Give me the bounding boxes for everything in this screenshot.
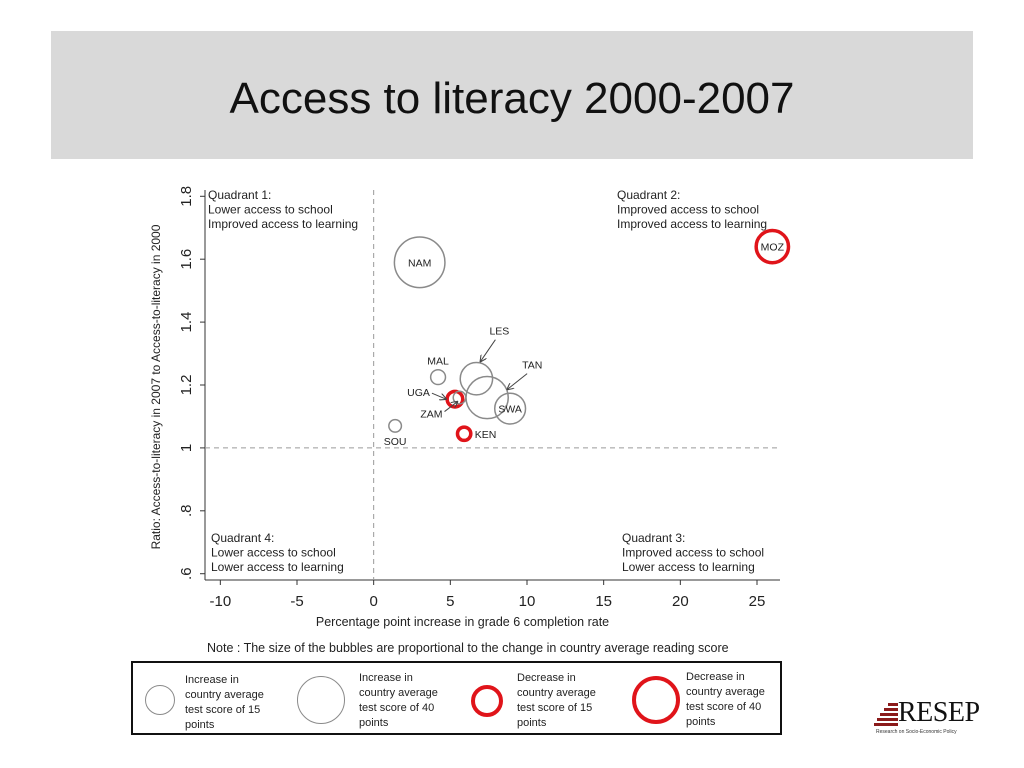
x-tick-label: 25 xyxy=(749,593,766,610)
legend-circle-increase-15 xyxy=(145,685,175,715)
bubble-label-nam: NAM xyxy=(408,257,431,269)
bubble-mal xyxy=(429,368,447,386)
quadrant-label-line: Lower access to school xyxy=(208,203,333,217)
x-axis-title: Percentage point increase in grade 6 com… xyxy=(316,615,609,629)
bubble-label-zam: ZAM xyxy=(420,409,442,421)
quadrant-labels: Quadrant 1:Lower access to schoolImprove… xyxy=(208,188,767,574)
legend-text-decrease-15: Decrease in country average test score o… xyxy=(517,672,596,729)
y-tick-label: 1.4 xyxy=(178,312,195,333)
bubble-les xyxy=(459,361,494,396)
bubble-nam xyxy=(393,236,446,289)
legend-text-increase-40: Increase in country average test score o… xyxy=(359,672,438,729)
country-labels: NAM MOZ MAL LES TAN SWA UGA ZAM SOU KEN xyxy=(384,242,785,449)
logo-wordmark: RESEP xyxy=(898,697,980,728)
x-tick-label: -5 xyxy=(290,593,303,610)
quadrant-label-line: Lower access to school xyxy=(211,546,336,560)
bubble-pointer-les xyxy=(480,339,496,362)
bubble-sou xyxy=(388,418,403,433)
y-tick-label: 1 xyxy=(178,444,195,452)
quadrant-label-line: Lower access to learning xyxy=(211,560,344,574)
x-tick-label: -10 xyxy=(209,593,231,610)
bubble-pointer-tan xyxy=(507,373,528,390)
quadrant-label-line: Quadrant 3: xyxy=(622,531,685,545)
bubble-chart: -10 -5 0 5 10 15 20 25 .6 .8 1 1.2 1.4 1.6 1.8 Percenta… xyxy=(149,186,791,655)
logo-tagline: Research on Socio-Economic Policy xyxy=(876,729,957,735)
y-tick-label: .8 xyxy=(178,505,195,518)
quadrant-label-line: Quadrant 4: xyxy=(211,531,274,545)
bubble-zam xyxy=(452,390,467,405)
quadrant-label-line: Lower access to learning xyxy=(622,560,755,574)
bubble-pointer-zam xyxy=(444,402,458,412)
legend-circle-increase-40 xyxy=(297,676,345,724)
y-tick-label: 1.2 xyxy=(178,375,195,396)
x-tick-label: 0 xyxy=(369,593,377,610)
quadrant-label-line: Improved access to learning xyxy=(617,217,767,231)
bubble-pointer-uga xyxy=(431,392,446,399)
bubble-size-legend: Increase in country average test score o… xyxy=(131,661,782,735)
page-title: Access to literacy 2000-2007 xyxy=(229,74,795,123)
chart-note: Note : The size of the bubbles are propo… xyxy=(207,641,729,655)
bubble-label-moz: MOZ xyxy=(761,242,785,254)
quadrant-label-line: Quadrant 1: xyxy=(208,188,271,202)
logo-staircase-mark xyxy=(874,703,898,726)
x-tick-label: 20 xyxy=(672,593,689,610)
resep-logo: RESEP Research on Socio-Economic Policy xyxy=(874,697,986,740)
legend-circle-decrease-15 xyxy=(471,685,503,717)
y-axis-title: Ratio: Access-to-literacy in 2007 to Acc… xyxy=(149,224,163,549)
x-tick-label: 10 xyxy=(519,593,536,610)
y-tick-label: 1.6 xyxy=(178,249,195,270)
bubble-label-tan: TAN xyxy=(522,360,542,372)
x-tick-label: 5 xyxy=(446,593,454,610)
quadrant-label-line: Improved access to school xyxy=(617,203,759,217)
bubble-ken xyxy=(455,425,473,443)
bubble-moz xyxy=(754,228,791,265)
quadrant-label-line: Quadrant 2: xyxy=(617,188,680,202)
legend-text-decrease-40: Decrease in country average test score o… xyxy=(686,671,765,728)
bubble-label-mal: MAL xyxy=(427,356,449,368)
bubble-label-sou: SOU xyxy=(384,436,407,448)
bubble-label-les: LES xyxy=(489,326,509,338)
bubble-swa xyxy=(493,392,527,425)
legend-circle-decrease-40 xyxy=(632,676,680,724)
bubble-label-uga: UGA xyxy=(407,387,430,399)
y-tick-label: .6 xyxy=(178,567,195,580)
axes-layer: -10 -5 0 5 10 15 20 25 .6 .8 1 1.2 1.4 1.6 1.8 Percenta… xyxy=(149,186,780,629)
bubble-label-ken: KEN xyxy=(475,429,497,441)
x-tick-label: 15 xyxy=(595,593,612,610)
legend-text-increase-15: Increase in country average test score o… xyxy=(185,674,264,731)
y-tick-label: 1.8 xyxy=(178,186,195,207)
bubble-label-swa: SWA xyxy=(498,404,522,416)
title-bar: Access to literacy 2000-2007 xyxy=(51,31,973,159)
quadrant-label-line: Improved access to school xyxy=(622,546,764,560)
quadrant-label-line: Improved access to learning xyxy=(208,217,358,231)
